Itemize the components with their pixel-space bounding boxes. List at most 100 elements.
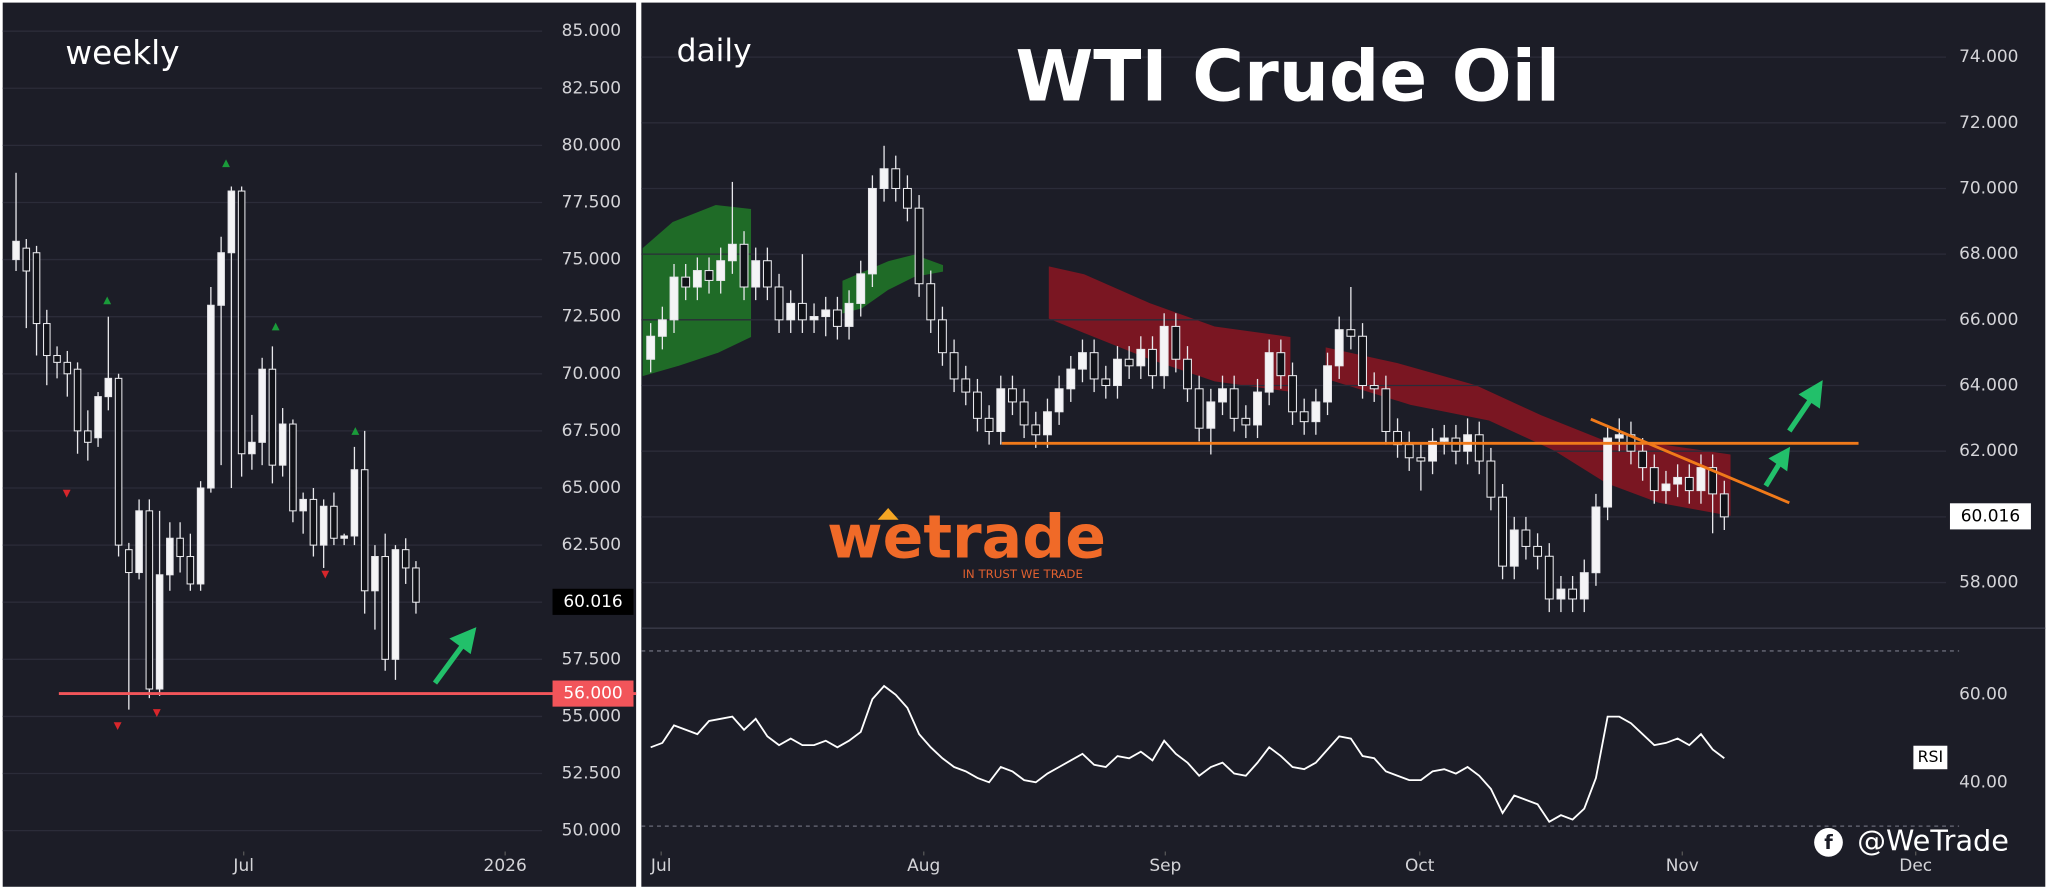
candle-body xyxy=(1066,368,1076,390)
candle-body xyxy=(821,309,831,318)
candle-body xyxy=(391,549,400,660)
facebook-icon xyxy=(1814,828,1843,857)
level-tag xyxy=(552,680,634,707)
arrow xyxy=(432,642,466,685)
candle-body xyxy=(1323,365,1332,403)
candle-body xyxy=(727,243,737,262)
candle-body xyxy=(1159,325,1169,377)
candle-body xyxy=(1206,401,1216,429)
candle-body xyxy=(258,368,266,443)
candle-body xyxy=(1439,437,1449,442)
candle-body xyxy=(704,270,714,281)
candle-body xyxy=(155,574,164,690)
candle-body xyxy=(657,319,667,337)
candle-body xyxy=(1171,325,1181,360)
candle-body xyxy=(891,168,901,190)
y-tick-label: 82.500 xyxy=(562,78,621,98)
facebook-icon-glyph: f xyxy=(1824,831,1833,854)
candle-body xyxy=(1719,493,1729,518)
candle-body xyxy=(217,252,225,306)
candle-body xyxy=(330,505,338,539)
candle-body xyxy=(762,260,772,288)
candle-body xyxy=(1533,545,1543,557)
candle-body xyxy=(381,556,389,660)
candle-body xyxy=(902,187,912,209)
candle-body xyxy=(401,549,410,569)
candle-body xyxy=(914,207,924,285)
candle-body xyxy=(996,388,1006,433)
candle-body xyxy=(1579,572,1589,600)
candle-body xyxy=(1113,358,1122,387)
candle-body xyxy=(1521,529,1531,547)
candle-body xyxy=(1311,401,1321,423)
candle-body xyxy=(1276,352,1286,377)
y-tick-label: 72.500 xyxy=(562,307,621,327)
candle-body xyxy=(1708,467,1718,495)
y-tick-label: 65.000 xyxy=(562,478,621,498)
y-tick-label: 66.000 xyxy=(1959,310,2018,330)
candle-body xyxy=(809,316,819,321)
candle-body xyxy=(1031,424,1041,436)
candle-body xyxy=(1008,388,1017,403)
candle-body xyxy=(867,187,877,275)
candle-body xyxy=(1089,352,1099,380)
rsi-line xyxy=(650,684,1725,823)
y-tick-label: 85.000 xyxy=(562,21,621,41)
candle-body xyxy=(926,283,936,321)
candle-body xyxy=(319,505,328,546)
arrow-head xyxy=(1768,446,1791,472)
fractal-up xyxy=(103,296,112,305)
candle-body xyxy=(63,361,72,375)
y-tick-label: 75.000 xyxy=(562,250,621,270)
candle-body xyxy=(22,247,31,272)
candle-body xyxy=(227,190,236,254)
candle-body xyxy=(961,378,971,393)
x-tick-label: Nov xyxy=(1666,856,1699,876)
candle-body xyxy=(1334,329,1344,367)
candle-body xyxy=(669,276,679,321)
candle-body xyxy=(972,391,982,419)
bearish-cloud xyxy=(1048,266,1291,392)
candle-body xyxy=(856,273,866,304)
y-tick-label: 74.000 xyxy=(1959,47,2018,67)
social-handle: @WeTrade xyxy=(1857,823,2009,857)
candle-body xyxy=(1264,352,1274,393)
y-tick-label: 67.500 xyxy=(562,421,621,441)
candle-body xyxy=(53,354,61,363)
arrow xyxy=(1787,396,1814,433)
fractal-down xyxy=(113,722,122,731)
candle-body xyxy=(832,309,842,327)
candle-body xyxy=(1043,411,1052,436)
y-tick-label: 70.000 xyxy=(1959,178,2018,198)
candle-body xyxy=(1486,460,1496,498)
arrow xyxy=(1763,460,1783,488)
candle-body xyxy=(1019,401,1029,426)
candle-body xyxy=(1568,588,1578,600)
candle-body xyxy=(1474,434,1484,462)
candle-body xyxy=(1544,555,1554,600)
candle-body xyxy=(1404,444,1414,459)
candle-body xyxy=(1229,388,1239,419)
fractal-up xyxy=(222,159,230,168)
candle-body xyxy=(248,441,256,455)
fractal-down xyxy=(152,709,161,717)
candle-body xyxy=(350,469,359,537)
y-tick-label: 50.000 xyxy=(562,821,621,841)
price-tag-label: 60.016 xyxy=(563,592,622,612)
panel-label: daily xyxy=(677,33,752,69)
candle-body xyxy=(1556,588,1566,600)
fractal-down xyxy=(321,570,330,579)
weekly-panel xyxy=(2,2,637,887)
candle-body xyxy=(43,323,51,357)
candle-body xyxy=(739,243,749,288)
x-tick-label: Aug xyxy=(907,856,940,876)
y-tick-label: 80.000 xyxy=(562,135,621,155)
candle-body xyxy=(1661,483,1671,492)
logo-tagline: IN TRUST WE TRADE xyxy=(962,567,1082,581)
candle-body xyxy=(84,430,92,443)
candle-body xyxy=(166,537,174,576)
candle-body xyxy=(371,556,379,592)
candle-body xyxy=(844,302,854,327)
candle-body xyxy=(1078,352,1087,370)
